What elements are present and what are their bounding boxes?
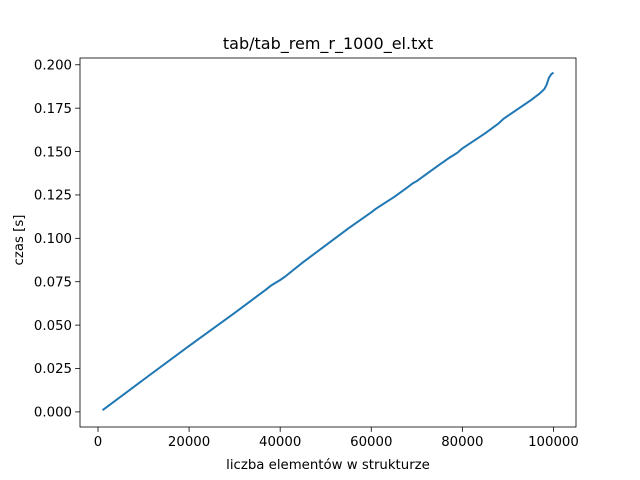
x-tick-label: 20000 — [168, 435, 210, 450]
y-tick-label: 0.125 — [34, 189, 72, 204]
y-tick-label: 0.150 — [34, 145, 72, 160]
y-tick-label: 0.100 — [34, 232, 72, 247]
plot-area — [79, 57, 577, 428]
y-axis: 0.000 0.025 0.050 0.075 0.100 0.125 0.150 0.175… — [34, 58, 80, 421]
y-axis-title: czas [s] — [12, 215, 27, 266]
chart-title: tab/tab_rem_r_1000_el.txt — [223, 34, 433, 54]
y-tick-label: 0.175 — [34, 102, 72, 117]
x-tick-label: 100000 — [528, 435, 579, 450]
x-tick-label: 80000 — [441, 435, 483, 450]
x-axis: 0 20000 40000 60000 80000 100000 — [94, 427, 579, 450]
series-line — [101, 71, 555, 411]
y-tick-label: 0.000 — [34, 406, 72, 421]
y-tick-label: 0.050 — [34, 319, 72, 334]
x-axis-title: liczba elementów w strukturze — [226, 457, 430, 473]
y-tick-label: 0.075 — [34, 275, 72, 290]
x-tick-label: 0 — [94, 435, 102, 450]
x-tick-label: 40000 — [259, 435, 301, 450]
x-tick-label: 60000 — [350, 435, 392, 450]
y-tick-label: 0.200 — [34, 58, 72, 73]
axes-frame — [79, 57, 577, 428]
y-tick-label: 0.025 — [34, 362, 72, 377]
